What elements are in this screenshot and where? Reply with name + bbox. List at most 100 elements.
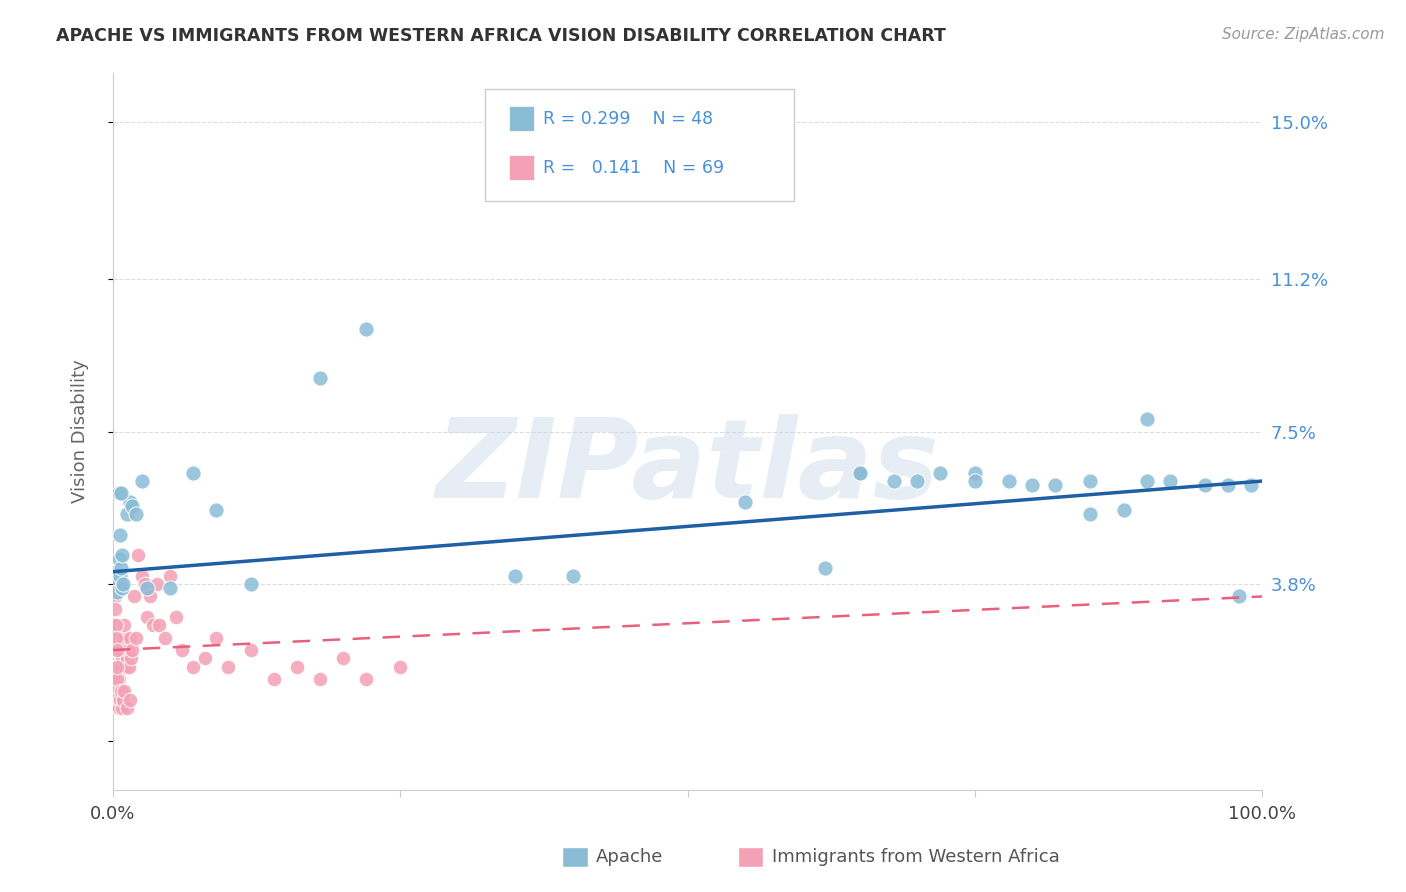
Point — [110, 486, 132, 500]
Point — [849, 466, 872, 480]
Point — [103, 618, 125, 632]
Point — [181, 466, 204, 480]
Point — [107, 672, 129, 686]
Point — [134, 577, 156, 591]
Text: Apache: Apache — [596, 848, 664, 866]
Point — [883, 474, 905, 488]
Point — [107, 643, 129, 657]
Point — [170, 643, 193, 657]
Point — [263, 672, 285, 686]
Point — [165, 610, 187, 624]
Point — [121, 643, 143, 657]
Point — [112, 692, 135, 706]
Point — [103, 577, 125, 591]
Point — [112, 577, 135, 591]
Point — [108, 527, 131, 541]
Point — [963, 466, 986, 480]
Point — [1021, 478, 1043, 492]
Point — [929, 466, 952, 480]
Y-axis label: Vision Disability: Vision Disability — [72, 359, 89, 503]
Point — [115, 507, 138, 521]
Point — [145, 577, 167, 591]
Point — [125, 631, 148, 645]
Point — [107, 700, 129, 714]
Point — [142, 618, 165, 632]
Point — [107, 659, 129, 673]
Point — [112, 631, 135, 645]
Text: R = 0.299    N = 48: R = 0.299 N = 48 — [543, 110, 713, 128]
Point — [120, 494, 142, 508]
Point — [108, 659, 131, 673]
Text: R =   0.141    N = 69: R = 0.141 N = 69 — [543, 159, 724, 177]
Point — [205, 631, 228, 645]
Point — [112, 618, 135, 632]
Point — [308, 371, 330, 385]
Point — [103, 643, 125, 657]
Point — [131, 569, 153, 583]
Point — [1227, 590, 1250, 604]
Point — [354, 672, 377, 686]
Text: Source: ZipAtlas.com: Source: ZipAtlas.com — [1222, 27, 1385, 42]
Point — [1078, 507, 1101, 521]
Point — [159, 569, 181, 583]
Point — [107, 552, 129, 566]
Point — [120, 651, 142, 665]
Point — [1136, 474, 1159, 488]
Point — [108, 631, 131, 645]
Point — [907, 474, 929, 488]
Point — [115, 700, 138, 714]
Point — [194, 651, 217, 665]
Point — [561, 569, 583, 583]
Point — [105, 631, 128, 645]
Point — [105, 618, 128, 632]
Point — [1114, 503, 1136, 517]
Point — [125, 507, 148, 521]
Point — [181, 659, 204, 673]
Point — [205, 503, 228, 517]
Point — [354, 321, 377, 335]
Point — [112, 684, 135, 698]
Point — [122, 590, 145, 604]
Point — [111, 700, 134, 714]
Point — [849, 466, 872, 480]
Point — [104, 590, 127, 604]
Point — [104, 565, 127, 579]
Point — [308, 672, 330, 686]
Point — [285, 659, 308, 673]
Point — [136, 581, 159, 595]
Point — [104, 651, 127, 665]
Point — [153, 631, 176, 645]
Point — [104, 631, 127, 645]
Point — [1078, 474, 1101, 488]
Point — [114, 659, 136, 673]
Point — [108, 569, 131, 583]
Point — [107, 631, 129, 645]
Point — [107, 486, 129, 500]
Point — [110, 651, 132, 665]
Point — [120, 631, 142, 645]
Point — [105, 692, 128, 706]
Text: APACHE VS IMMIGRANTS FROM WESTERN AFRICA VISION DISABILITY CORRELATION CHART: APACHE VS IMMIGRANTS FROM WESTERN AFRICA… — [56, 27, 946, 45]
Point — [1194, 478, 1216, 492]
Point — [110, 684, 132, 698]
Point — [120, 692, 142, 706]
Point — [111, 651, 134, 665]
Point — [115, 651, 138, 665]
Point — [127, 548, 149, 562]
Point — [107, 672, 129, 686]
Point — [963, 474, 986, 488]
Point — [389, 659, 412, 673]
Point — [239, 643, 262, 657]
Point — [107, 659, 129, 673]
Point — [107, 585, 129, 599]
Text: ZIPatlas: ZIPatlas — [436, 414, 939, 521]
Point — [148, 618, 170, 632]
Point — [1045, 478, 1067, 492]
Point — [107, 643, 129, 657]
Point — [118, 659, 141, 673]
Point — [138, 590, 160, 604]
Point — [110, 560, 132, 574]
Point — [111, 643, 134, 657]
Point — [105, 659, 128, 673]
Text: Immigrants from Western Africa: Immigrants from Western Africa — [772, 848, 1060, 866]
